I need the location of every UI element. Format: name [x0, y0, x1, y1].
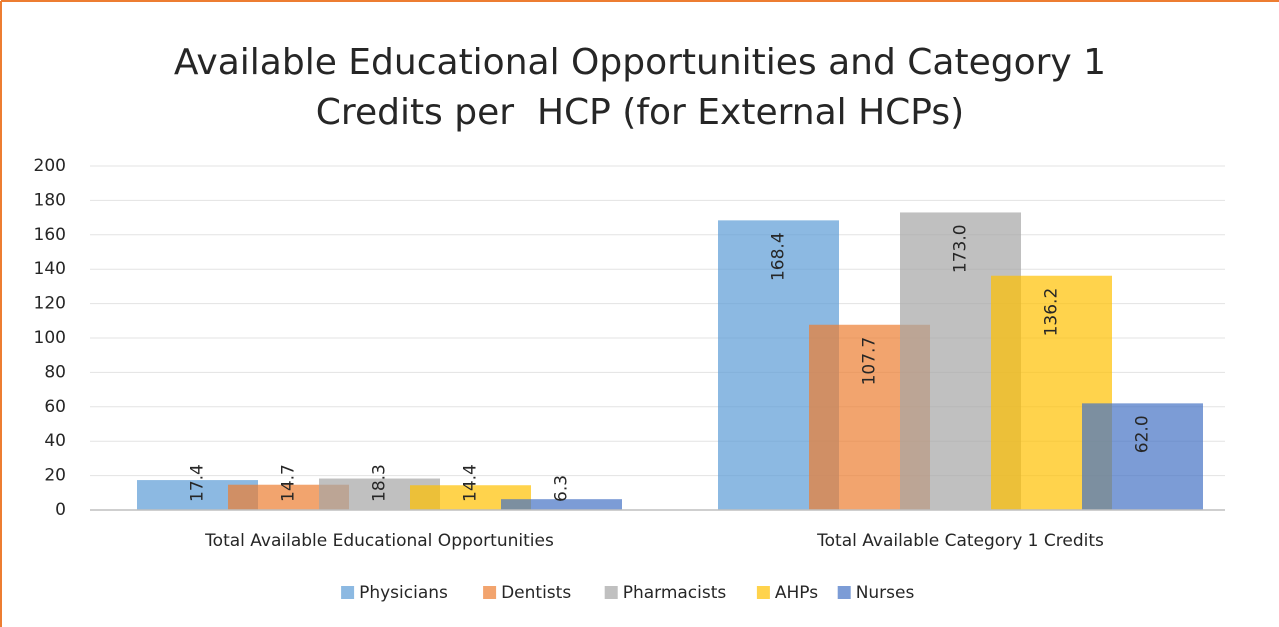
data-label: 14.4	[461, 464, 481, 502]
legend-label: AHPs	[775, 583, 818, 603]
data-label: 168.4	[769, 232, 789, 281]
y-tick-label: 80	[44, 362, 66, 382]
bar	[1082, 403, 1203, 510]
legend-label: Nurses	[856, 583, 915, 603]
data-label: 173.0	[951, 224, 971, 273]
y-tick-label: 120	[34, 294, 66, 314]
legend-label: Dentists	[501, 583, 571, 603]
legend-swatch	[837, 586, 851, 599]
bar	[501, 499, 622, 510]
y-tick-label: 0	[55, 500, 66, 520]
data-label: 17.4	[188, 464, 208, 502]
y-tick-label: 160	[34, 225, 66, 245]
legend-swatch	[483, 586, 497, 599]
y-tick-label: 20	[44, 466, 66, 486]
chart-title: Available Educational Opportunities and …	[173, 42, 1118, 133]
y-tick-label: 60	[44, 397, 66, 417]
y-tick-label: 40	[44, 431, 66, 451]
x-tick-label: Total Available Category 1 Credits	[816, 531, 1104, 551]
x-tick-label: Total Available Educational Opportunitie…	[204, 531, 554, 551]
data-label: 6.3	[552, 475, 572, 502]
legend-swatch	[756, 586, 770, 599]
legend-swatch	[604, 586, 618, 599]
data-label: 136.2	[1042, 288, 1062, 337]
y-tick-label: 200	[34, 156, 66, 176]
y-tick-label: 140	[34, 259, 66, 279]
data-label: 14.7	[279, 464, 299, 502]
legend-label: Pharmacists	[623, 583, 727, 603]
y-tick-label: 180	[34, 190, 66, 210]
y-tick-label: 100	[34, 328, 66, 348]
legend-swatch	[341, 586, 355, 599]
legend-label: Physicians	[359, 583, 448, 603]
data-label: 107.7	[860, 337, 880, 386]
data-label: 18.3	[370, 464, 390, 502]
data-label: 62.0	[1133, 415, 1153, 453]
